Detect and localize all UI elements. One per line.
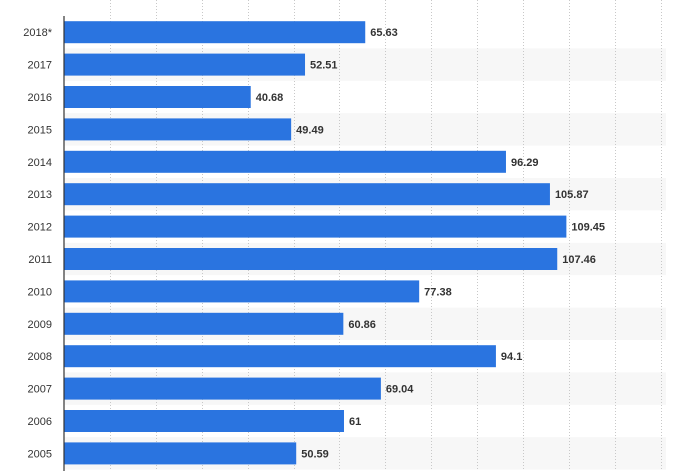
value-label: 49.49 — [296, 124, 324, 136]
category-label: 2008 — [28, 351, 52, 363]
bar — [64, 280, 420, 303]
value-label: 109.45 — [571, 222, 605, 234]
bar — [64, 215, 567, 238]
value-label: 65.63 — [370, 27, 398, 39]
bar — [64, 442, 297, 465]
bar — [64, 118, 292, 141]
category-label: 2018* — [23, 27, 52, 39]
category-label: 2009 — [28, 319, 52, 331]
category-label: 2005 — [28, 448, 52, 460]
category-label: 2012 — [28, 222, 52, 234]
bar — [64, 248, 558, 270]
bar — [64, 410, 344, 432]
bar — [64, 345, 496, 368]
category-label: 2016 — [28, 92, 52, 104]
category-label: 2013 — [28, 189, 52, 201]
value-label: 60.86 — [348, 319, 376, 331]
value-label: 96.29 — [511, 157, 539, 169]
value-label: 105.87 — [555, 189, 589, 201]
value-label: 52.51 — [310, 60, 338, 72]
value-label: 107.46 — [562, 254, 596, 266]
value-label: 69.04 — [386, 384, 414, 396]
bar — [64, 150, 506, 173]
value-label: 94.1 — [501, 351, 522, 363]
bar — [64, 86, 251, 108]
category-label: 2014 — [28, 157, 52, 169]
value-label: 61 — [349, 416, 361, 428]
bar — [64, 377, 381, 400]
value-label: 77.38 — [424, 286, 452, 298]
category-label: 2017 — [28, 60, 52, 72]
category-label: 2006 — [28, 416, 52, 428]
category-labels: 2018* 2017 2016 2015 2014 2013 2012 2011 2010 200… — [23, 27, 52, 460]
bar — [64, 183, 550, 206]
category-label: 2010 — [28, 286, 52, 298]
category-label: 2007 — [28, 384, 52, 396]
gridlines — [110, 0, 662, 471]
value-labels: 65.63 52.51 40.68 49.49 96.29 105.87 109.45 107… — [256, 27, 605, 460]
category-label: 2015 — [28, 124, 52, 136]
bar — [64, 312, 344, 335]
bar — [64, 53, 306, 76]
value-label: 40.68 — [256, 92, 284, 104]
bar — [64, 21, 366, 44]
bars — [64, 21, 567, 465]
value-label: 50.59 — [301, 448, 329, 460]
category-label: 2011 — [28, 254, 52, 266]
